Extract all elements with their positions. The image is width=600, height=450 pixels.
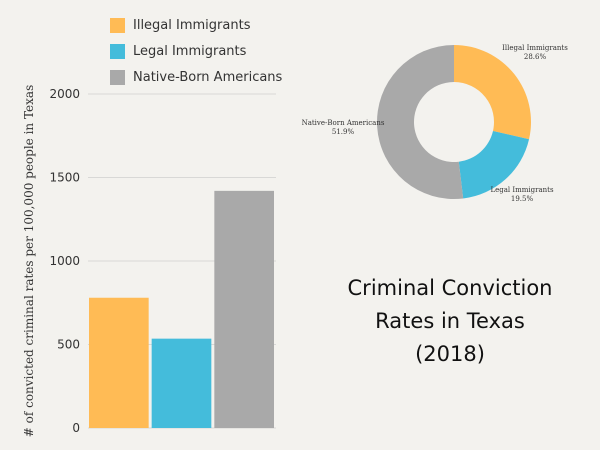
y-tick-label: 500 bbox=[57, 338, 80, 352]
legend-label-native: Native-Born Americans bbox=[133, 69, 283, 85]
title-line-2: Rates in Texas bbox=[375, 309, 525, 333]
y-tick-label: 1000 bbox=[49, 254, 80, 268]
bar bbox=[214, 190, 274, 428]
donut-slice-value: 19.5% bbox=[511, 195, 534, 203]
donut-slice bbox=[377, 44, 464, 200]
legend-swatch-illegal bbox=[110, 17, 125, 33]
donut-slice bbox=[458, 130, 530, 199]
y-tick-label: 2000 bbox=[49, 87, 80, 101]
donut-slice-label: Native-Born Americans bbox=[302, 119, 385, 127]
legend-swatch-native bbox=[110, 69, 125, 85]
donut-slice-label: Legal Immigrants bbox=[490, 186, 554, 194]
legend-label-illegal: Illegal Immigrants bbox=[133, 17, 251, 33]
bar bbox=[89, 297, 149, 428]
donut-slice-value: 28.6% bbox=[524, 53, 547, 61]
y-tick-label: 1500 bbox=[49, 171, 80, 185]
y-tick-label: 0 bbox=[72, 421, 80, 435]
legend-item-legal: Legal Immigrants bbox=[110, 38, 282, 64]
chart-title: Criminal Conviction Rates in Texas (2018… bbox=[330, 272, 570, 371]
donut-slice bbox=[454, 45, 531, 140]
legend-label-legal: Legal Immigrants bbox=[133, 43, 247, 59]
bar bbox=[151, 338, 212, 428]
legend-item-illegal: Illegal Immigrants bbox=[110, 12, 282, 38]
title-line-1: Criminal Conviction bbox=[347, 276, 553, 300]
legend-swatch-legal bbox=[110, 43, 125, 59]
chart-legend: Illegal Immigrants Legal Immigrants Nati… bbox=[110, 12, 282, 90]
title-line-3: (2018) bbox=[415, 342, 485, 366]
y-axis-label: # of convicted criminal rates per 100,00… bbox=[22, 85, 36, 437]
legend-item-native: Native-Born Americans bbox=[110, 64, 282, 90]
donut-slice-label: Illegal Immigrants bbox=[502, 44, 568, 52]
donut-slice-value: 51.9% bbox=[332, 128, 355, 136]
